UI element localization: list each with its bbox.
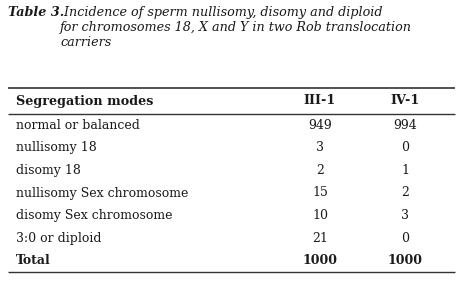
Text: III-1: III-1	[304, 94, 336, 108]
Text: 0: 0	[401, 232, 409, 245]
Text: 0: 0	[401, 141, 409, 154]
Text: IV-1: IV-1	[390, 94, 419, 108]
Text: Incidence of sperm nullisomy, disomy and diploid
for chromosomes 18, X and Y in : Incidence of sperm nullisomy, disomy and…	[60, 6, 412, 49]
Text: 21: 21	[312, 232, 328, 245]
Text: nullisomy 18: nullisomy 18	[16, 141, 97, 154]
Text: 15: 15	[312, 187, 328, 200]
Text: 10: 10	[312, 209, 328, 222]
Text: 1000: 1000	[388, 254, 423, 267]
Text: Total: Total	[16, 254, 51, 267]
Text: 3: 3	[401, 209, 409, 222]
Text: disomy 18: disomy 18	[16, 164, 81, 177]
Text: nullisomy Sex chromosome: nullisomy Sex chromosome	[16, 187, 188, 200]
Text: 1000: 1000	[302, 254, 338, 267]
Text: 949: 949	[308, 119, 332, 132]
Text: disomy Sex chromosome: disomy Sex chromosome	[16, 209, 173, 222]
Text: Table 3.: Table 3.	[8, 6, 64, 19]
Text: 1: 1	[401, 164, 409, 177]
Text: 994: 994	[393, 119, 417, 132]
Text: Segregation modes: Segregation modes	[16, 94, 153, 108]
Text: 2: 2	[316, 164, 324, 177]
Text: normal or balanced: normal or balanced	[16, 119, 140, 132]
Text: 3:0 or diploid: 3:0 or diploid	[16, 232, 101, 245]
Text: 2: 2	[401, 187, 409, 200]
Text: 3: 3	[316, 141, 324, 154]
